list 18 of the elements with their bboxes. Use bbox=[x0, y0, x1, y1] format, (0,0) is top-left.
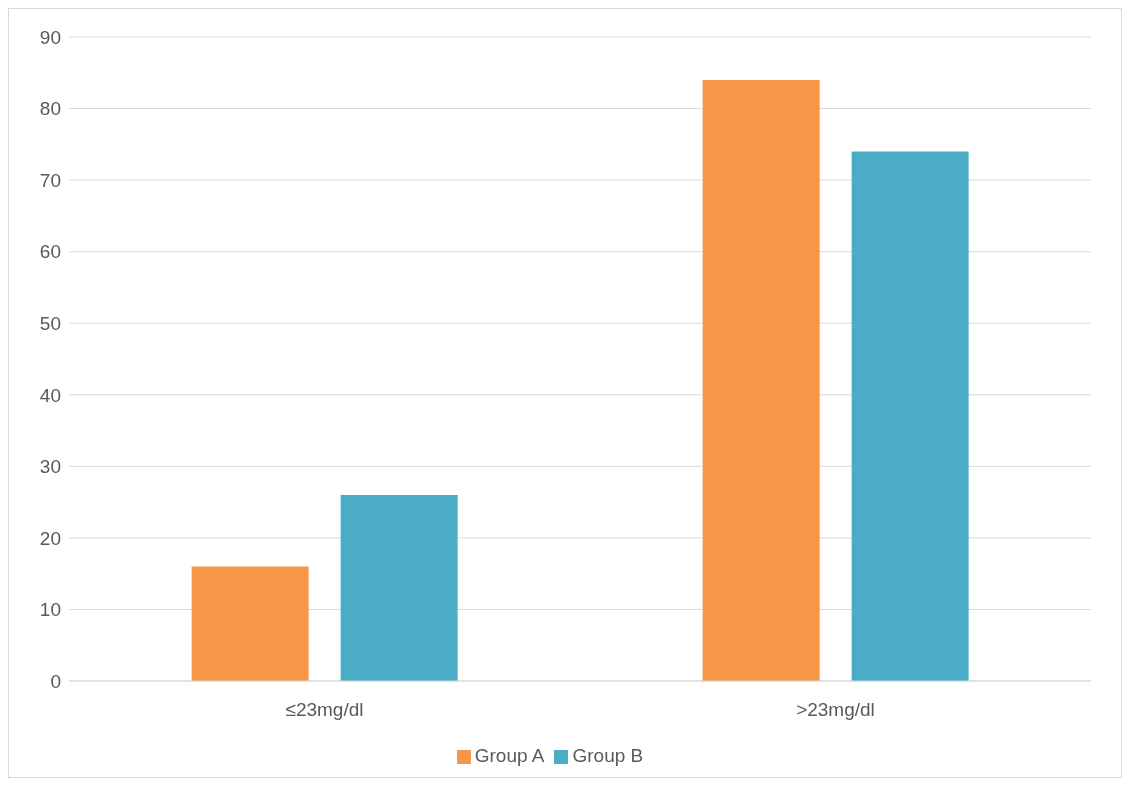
bar bbox=[191, 566, 309, 681]
y-tick-label: 30 bbox=[39, 456, 61, 478]
x-tick-label: >23mg/dl bbox=[796, 699, 875, 721]
y-tick-label: 70 bbox=[39, 169, 61, 191]
legend-label: Group B bbox=[572, 745, 644, 766]
y-tick-label: 0 bbox=[50, 670, 61, 692]
bar bbox=[851, 151, 969, 681]
y-tick-label: 20 bbox=[39, 527, 61, 549]
y-tick-label: 10 bbox=[39, 599, 61, 621]
bar bbox=[340, 494, 458, 681]
bar bbox=[702, 79, 820, 681]
y-tick-label: 80 bbox=[39, 98, 61, 120]
y-tick-label: 90 bbox=[39, 26, 61, 48]
legend-label: Group A bbox=[474, 745, 545, 766]
x-tick-label: ≤23mg/dl bbox=[285, 699, 364, 721]
y-tick-label: 50 bbox=[39, 312, 61, 334]
y-tick-label: 60 bbox=[39, 241, 61, 263]
y-tick-label: 40 bbox=[39, 384, 61, 406]
